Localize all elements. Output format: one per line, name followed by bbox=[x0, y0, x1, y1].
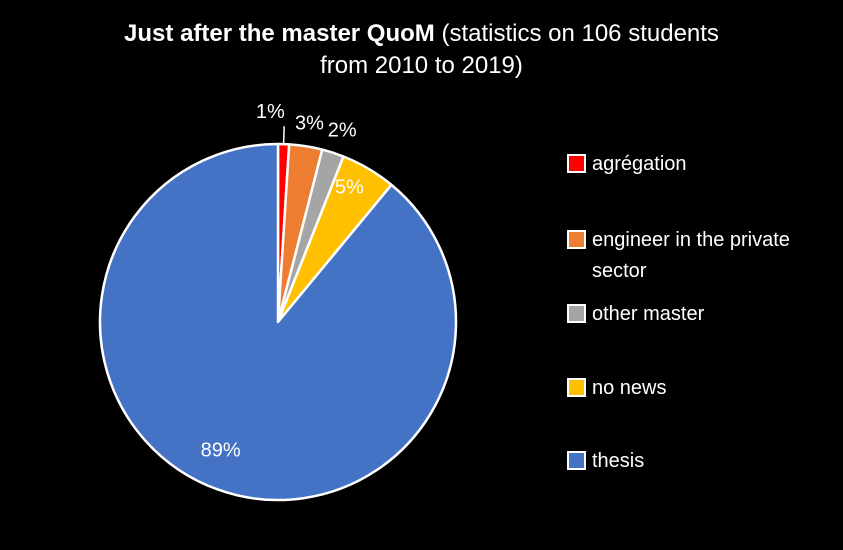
chart-title: Just after the master QuoM (statistics o… bbox=[0, 18, 843, 81]
slice-label-no-news: 5% bbox=[335, 176, 364, 198]
pie-slice-thesis bbox=[98, 142, 458, 502]
chart-title-regular-part: (statistics on 106 students bbox=[434, 20, 719, 47]
slice-label-engineer-in-the-private-sector: 3% bbox=[295, 112, 324, 134]
slice-label-other-master: 2% bbox=[328, 120, 357, 142]
label-leader-line bbox=[282, 126, 285, 144]
slice-label-agregation: 1% bbox=[256, 101, 285, 123]
chart-title-bold-part: Just after the master QuoM bbox=[124, 20, 435, 47]
chart-title-line2: from 2010 to 2019) bbox=[320, 51, 523, 79]
slice-label-thesis: 89% bbox=[201, 439, 241, 461]
